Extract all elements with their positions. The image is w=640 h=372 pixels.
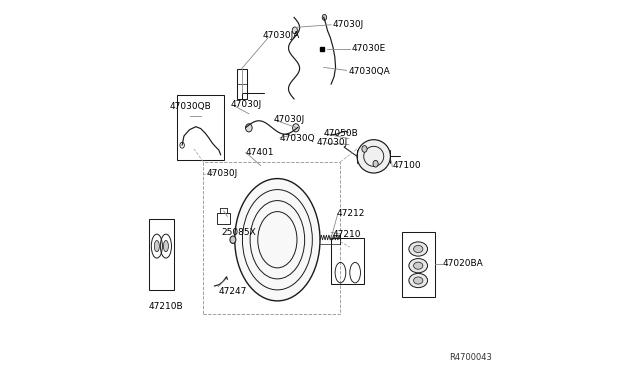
Text: 47210: 47210 bbox=[333, 230, 362, 239]
Text: 47030J: 47030J bbox=[333, 20, 364, 29]
Ellipse shape bbox=[235, 179, 320, 301]
Ellipse shape bbox=[409, 242, 428, 256]
Ellipse shape bbox=[292, 124, 300, 132]
Bar bbox=[331, 238, 364, 284]
Ellipse shape bbox=[357, 140, 390, 173]
Ellipse shape bbox=[322, 15, 326, 20]
Bar bbox=[177, 95, 223, 160]
Ellipse shape bbox=[413, 262, 423, 269]
Bar bbox=[217, 213, 230, 224]
Bar bbox=[401, 232, 435, 297]
Ellipse shape bbox=[154, 240, 159, 252]
Ellipse shape bbox=[409, 273, 428, 288]
Text: 47030QB: 47030QB bbox=[170, 102, 212, 111]
Text: R4700043: R4700043 bbox=[449, 353, 492, 362]
Text: 47401: 47401 bbox=[246, 148, 275, 157]
Text: 47030Q: 47030Q bbox=[279, 134, 315, 143]
Text: 47030J: 47030J bbox=[231, 100, 262, 109]
Text: 47210B: 47210B bbox=[148, 302, 184, 311]
Ellipse shape bbox=[362, 145, 367, 152]
Text: 47050B: 47050B bbox=[324, 128, 358, 138]
Text: 47030J: 47030J bbox=[207, 169, 238, 177]
Ellipse shape bbox=[246, 124, 252, 132]
Text: 47247: 47247 bbox=[218, 287, 246, 296]
Bar bbox=[237, 68, 246, 99]
Bar bbox=[148, 219, 174, 290]
Ellipse shape bbox=[409, 259, 428, 273]
Text: 47020BA: 47020BA bbox=[442, 259, 483, 268]
Text: 47212: 47212 bbox=[337, 209, 365, 218]
Text: 47030J: 47030J bbox=[316, 138, 348, 147]
Ellipse shape bbox=[292, 27, 298, 34]
Ellipse shape bbox=[373, 160, 378, 167]
Text: 47030E: 47030E bbox=[351, 44, 386, 53]
Text: 47030JA: 47030JA bbox=[262, 31, 300, 41]
Text: 47030QA: 47030QA bbox=[349, 67, 390, 76]
Bar bbox=[204, 162, 340, 314]
Ellipse shape bbox=[413, 246, 423, 253]
Ellipse shape bbox=[163, 240, 168, 252]
Text: 25085X: 25085X bbox=[222, 228, 257, 237]
Text: 47030J: 47030J bbox=[274, 115, 305, 124]
Ellipse shape bbox=[413, 277, 423, 284]
Ellipse shape bbox=[230, 236, 236, 243]
Text: 47100: 47100 bbox=[392, 161, 421, 170]
